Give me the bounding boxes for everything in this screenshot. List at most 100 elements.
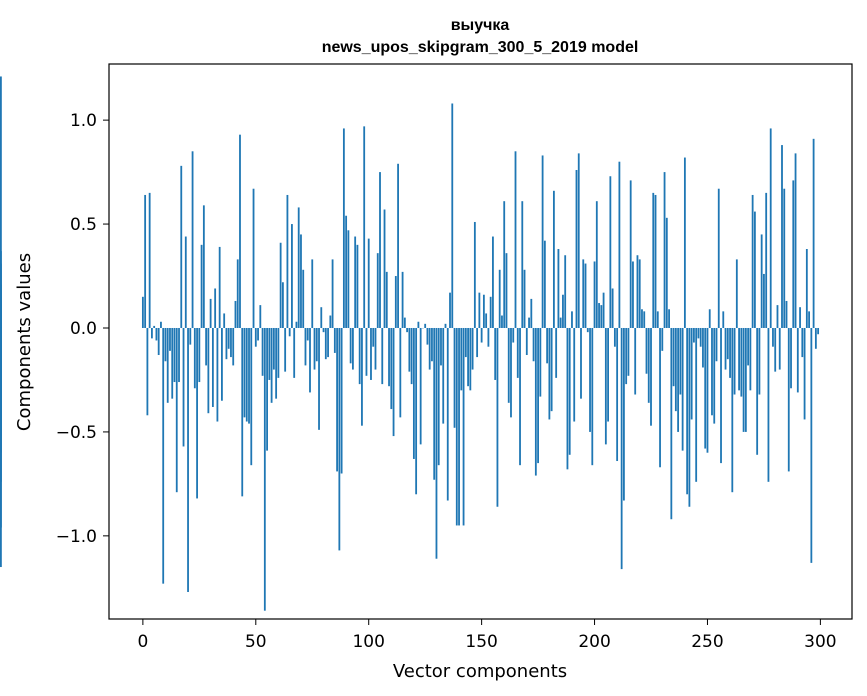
bar [175, 327, 178, 493]
bar [548, 327, 551, 420]
x-tick-label: 0 [137, 632, 148, 652]
bar [670, 327, 673, 520]
bar [480, 327, 483, 343]
bar [324, 327, 327, 360]
bar [141, 296, 144, 328]
bar [749, 327, 752, 391]
bar [742, 327, 745, 432]
bar [505, 253, 508, 328]
bar [0, 76, 2, 328]
bar [772, 327, 774, 347]
bar [629, 180, 632, 328]
bar [720, 327, 722, 464]
bar [566, 327, 569, 470]
bar [503, 201, 506, 328]
bar [444, 323, 447, 328]
y-tick-label: 1.0 [70, 111, 97, 131]
bar [735, 259, 738, 328]
bar [525, 327, 528, 356]
bar [381, 327, 384, 385]
bar [573, 327, 576, 422]
bar [340, 327, 343, 474]
bar [410, 327, 413, 385]
bar [537, 327, 539, 464]
bar [812, 138, 815, 328]
bar [358, 327, 361, 385]
bar [652, 192, 655, 328]
bar [437, 327, 440, 466]
bar [695, 327, 698, 482]
bar [318, 327, 320, 430]
bar [591, 327, 594, 466]
bar [431, 327, 433, 362]
bar [683, 157, 686, 328]
bar [347, 230, 350, 328]
bar [528, 317, 530, 328]
bar [781, 145, 783, 328]
bar [623, 327, 625, 501]
bar [543, 240, 546, 328]
y-tick-label: −0.5 [56, 423, 97, 443]
bar [449, 292, 451, 328]
bar [202, 205, 205, 328]
bar [0, 263, 2, 328]
bar [417, 321, 420, 328]
bar [501, 315, 503, 328]
bar [345, 215, 348, 328]
bar [408, 327, 411, 372]
bar [677, 327, 680, 432]
bar [541, 155, 544, 328]
bar [162, 327, 165, 584]
bar [223, 313, 226, 328]
bar [230, 327, 232, 358]
bar [293, 327, 296, 378]
bar [769, 128, 772, 328]
bar [668, 309, 670, 328]
bar [738, 327, 740, 391]
bar [584, 263, 587, 328]
bar [200, 244, 203, 328]
bar [286, 194, 289, 328]
bar [385, 271, 388, 328]
bar [801, 327, 804, 358]
bar [469, 327, 472, 391]
bar [338, 327, 341, 551]
bar [805, 249, 808, 328]
bar [313, 327, 316, 370]
bar [473, 221, 476, 328]
bar [498, 269, 501, 328]
bar [659, 327, 661, 468]
bar [767, 327, 770, 482]
bar [697, 327, 700, 339]
bar [647, 327, 650, 403]
bar [627, 327, 630, 376]
bar [607, 327, 609, 422]
bar [638, 259, 641, 328]
bar [322, 327, 325, 333]
bar [530, 298, 533, 328]
bar [751, 194, 754, 328]
bar [460, 327, 463, 391]
bar [412, 327, 415, 459]
bar [462, 327, 465, 526]
bar [248, 327, 250, 424]
bar [534, 327, 537, 476]
bar [715, 327, 718, 362]
bar [363, 126, 366, 328]
y-tick-label: 0.0 [70, 319, 97, 339]
bar [478, 292, 481, 328]
bar [0, 327, 2, 568]
bar [361, 327, 363, 426]
bar [442, 327, 445, 424]
bar [681, 327, 684, 451]
bar [510, 327, 512, 418]
bar [270, 327, 273, 403]
bar [699, 327, 702, 347]
bar [808, 311, 810, 328]
bar [148, 192, 151, 328]
bar [356, 244, 359, 328]
bar [309, 327, 311, 393]
bar [487, 327, 490, 347]
bar [311, 259, 314, 328]
